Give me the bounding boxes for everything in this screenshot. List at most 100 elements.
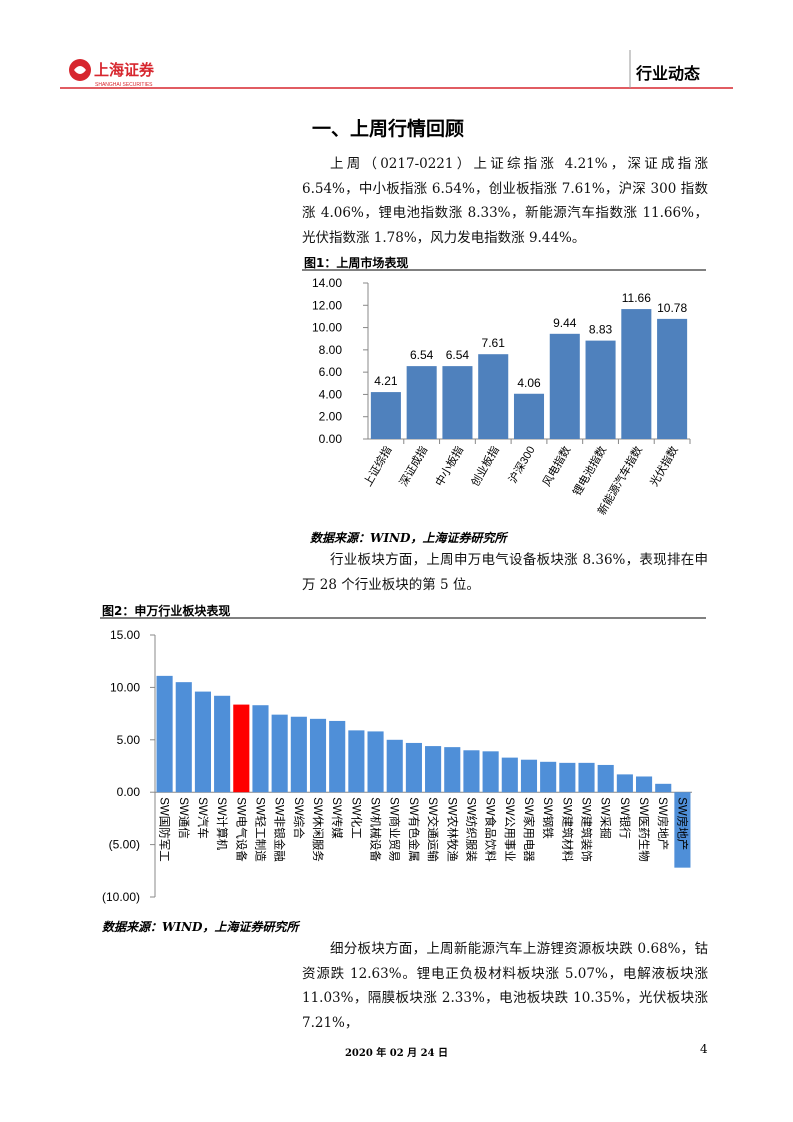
y-tick-label: 0.00 (117, 785, 141, 799)
bar (585, 340, 616, 439)
x-tick-label: SW计算机 (215, 797, 229, 851)
x-tick-label: SW通信 (177, 797, 190, 839)
value-label: 7.61 (482, 336, 506, 350)
footer-date: 2020 年 02 月 24 日 (344, 1048, 449, 1059)
value-label: 9.44 (553, 316, 577, 330)
x-tick-label: 创业板指 (468, 444, 502, 489)
chart: 15.00 10.00 5.00 0.00 (5.00) (10.00) SW国防军工 SW通… (102, 628, 692, 904)
x-tick-label: SW房地产 (675, 797, 689, 850)
value-label: 8.83 (589, 323, 613, 337)
x-tick-label: SW公用事业 (503, 797, 516, 862)
x-tick-label: 上证综指 (360, 444, 394, 489)
value-label: 4.06 (517, 376, 541, 390)
x-tick-label: SW国防军工 (158, 797, 172, 862)
x-tick-label: SW商业贸易 (388, 797, 402, 862)
bar (657, 318, 688, 439)
bar (370, 392, 401, 439)
x-tick-label: 光伏指数 (647, 444, 681, 489)
x-tick-label: 中小板指 (432, 444, 466, 489)
page-number: 4 (700, 1042, 708, 1056)
value-label: 10.78 (657, 301, 687, 315)
x-tick-label: SW农林牧渔 (445, 797, 459, 862)
x-tick-label: SW银行 (618, 797, 632, 839)
bar (482, 751, 499, 793)
x-tick-label: SW轻工制造 (253, 797, 267, 862)
y-tick-label: 15.00 (110, 628, 140, 642)
figure-source: 数据来源：WIND，上海证券研究所 (310, 531, 507, 545)
bar (597, 764, 614, 793)
bar (386, 739, 403, 793)
bar (674, 792, 691, 868)
y-tick-label: (10.00) (102, 890, 140, 904)
x-tick-label: SW建筑材料 (560, 797, 574, 862)
y-tick-label: 0.00 (319, 432, 343, 446)
x-tick-label: 深证成指 (396, 444, 430, 489)
figure-title: 图1：上周市场表现 (304, 256, 409, 270)
y-tick-label: 10.00 (110, 680, 140, 694)
bar (578, 762, 595, 793)
bar (367, 731, 384, 793)
y-tick-label: 10.00 (312, 321, 342, 335)
y-tick-label: (5.00) (109, 838, 140, 852)
bar (520, 759, 538, 793)
bar (271, 714, 288, 793)
bar (478, 354, 509, 439)
paragraph: 行业板块方面，上周申万电气设备板块涨 8.36%，表现排在申万 28 个行业板块… (302, 552, 708, 593)
bar (406, 366, 437, 439)
value-label: 6.54 (446, 348, 470, 362)
bar (233, 704, 250, 793)
x-tick-label: SW建筑装饰 (580, 797, 594, 862)
bar (444, 747, 461, 793)
x-tick-label: SW传媒 (330, 797, 344, 839)
bar (425, 746, 442, 793)
x-tick-label: 锂电池指数 (570, 444, 610, 499)
figure-source: 数据来源：WIND，上海证券研究所 (102, 920, 299, 934)
bar (194, 691, 212, 793)
bar (513, 393, 545, 439)
bar (348, 730, 365, 793)
x-tick-label: SW综合 (292, 797, 306, 839)
bar (549, 333, 580, 439)
bar (655, 783, 672, 793)
bar (405, 742, 422, 793)
bar (309, 718, 327, 793)
x-tick-label: SW交通运输 (426, 797, 440, 862)
x-tick-label: 风电指数 (539, 444, 573, 489)
logo-text: 上海证券 (94, 61, 155, 79)
y-tick-label: 12.00 (312, 298, 342, 312)
x-tick-label: SW汽车 (196, 797, 210, 839)
bar (616, 774, 633, 793)
y-tick-label: 5.00 (117, 733, 141, 747)
section-title: 一、上周行情回顾 (312, 118, 465, 140)
x-tick-label: SW房地产 (656, 797, 670, 850)
bar (175, 682, 192, 793)
x-tick-label: SW化工 (349, 797, 363, 839)
x-tick-label: 沪深300 (505, 444, 537, 486)
y-tick-label: 8.00 (319, 343, 343, 357)
x-tick-label: SW医药生物 (637, 797, 651, 862)
bar (442, 366, 473, 439)
bar (156, 675, 173, 793)
chart: 0.00 2.00 4.00 6.00 8.00 10.00 12.00 14.00 4.21 上… (312, 276, 691, 517)
bar (214, 695, 231, 793)
value-label: 6.54 (410, 348, 434, 362)
logo-swirl (74, 66, 86, 74)
figure-title: 图2：申万行业板块表现 (102, 604, 231, 618)
bar (635, 776, 653, 793)
x-tick-label: SW电气设备 (234, 797, 248, 862)
x-tick-label: SW家用电器 (522, 797, 536, 862)
y-tick-label: 4.00 (319, 387, 343, 401)
header-category: 行业动态 (635, 64, 700, 83)
logo-subtext: SHANGHAI SECURITIES (95, 82, 153, 88)
bar (463, 750, 480, 793)
bar (501, 757, 518, 793)
x-tick-label: SW采掘 (599, 797, 613, 839)
paragraph: 细分板块方面，上周新能源汽车上游锂资源板块跌 0.68%，钴资源跌 12.63%… (302, 941, 708, 1031)
y-tick-label: 14.00 (312, 276, 342, 290)
y-tick-label: 2.00 (319, 410, 343, 424)
x-tick-label: SW有色金属 (407, 797, 421, 862)
value-label: 4.21 (374, 374, 398, 388)
x-tick-label: SW食品饮料 (484, 797, 498, 862)
